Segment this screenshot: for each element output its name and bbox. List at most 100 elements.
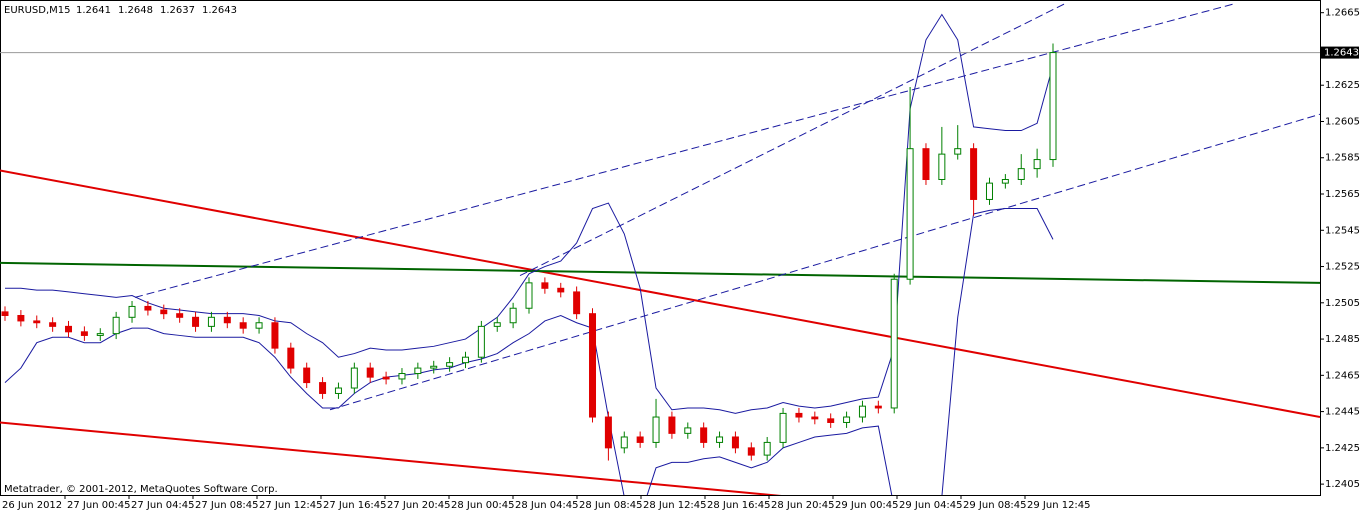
candle-body	[938, 153, 946, 181]
candle-body	[1, 311, 9, 316]
candle-body	[112, 316, 120, 335]
x-tick-label: 26 Jun 2012	[2, 500, 62, 511]
x-tick-label: 29 Jun 08:45	[963, 500, 1027, 511]
x-tick-label: 29 Jun 04:45	[899, 500, 963, 511]
quote-value: 1.2648	[118, 5, 153, 16]
candle-body	[763, 441, 771, 456]
candle-body	[557, 287, 565, 293]
x-tick-label: 27 Jun 16:45	[323, 500, 387, 511]
x-tick-label: 28 Jun 04:45	[515, 500, 579, 511]
quote-value: 1.2637	[160, 5, 195, 16]
candle-body	[17, 314, 25, 322]
candle-body	[144, 305, 152, 311]
candle-body	[192, 316, 200, 327]
candle-body	[954, 148, 962, 155]
chart-title: EURUSD,M15	[4, 5, 70, 16]
candle-body	[858, 405, 866, 418]
candle-body	[176, 313, 184, 318]
price-tag-label: 1.2643	[1324, 48, 1359, 59]
candle-body	[604, 416, 612, 449]
candle-body	[271, 322, 279, 349]
y-tick-label: 1.2485	[1325, 334, 1360, 345]
x-tick-label: 27 Jun 04:45	[131, 500, 195, 511]
x-tick-label: 28 Jun 20:45	[771, 500, 835, 511]
candle-body	[541, 282, 549, 289]
x-tick-label: 29 Jun 12:45	[1027, 500, 1091, 511]
y-tick-label: 1.2565	[1325, 189, 1360, 200]
y-tick-label: 1.2605	[1325, 116, 1360, 127]
candle-body	[96, 333, 104, 336]
candle-body	[668, 416, 676, 434]
candle-body	[239, 322, 247, 329]
candle-body	[287, 347, 295, 369]
candle-body	[620, 436, 628, 449]
candle-body	[1033, 159, 1041, 170]
candle-body	[731, 436, 739, 449]
x-tick-label: 27 Jun 20:45	[387, 500, 451, 511]
trend-line	[0, 261, 1320, 284]
y-tick-label: 1.2405	[1325, 479, 1360, 490]
candle-body	[446, 362, 454, 367]
x-tick-label: 29 Jun 00:45	[835, 500, 899, 511]
price-tag	[1321, 46, 1359, 59]
y-tick-label: 1.2665	[1325, 8, 1360, 19]
candle-body	[366, 367, 374, 378]
candle-body	[700, 427, 708, 443]
candle-body	[461, 356, 469, 364]
candle-body	[716, 436, 724, 443]
candle-body	[160, 309, 168, 315]
candle-body	[985, 182, 993, 200]
x-tick-label: 28 Jun 16:45	[707, 500, 771, 511]
candle-body	[1017, 168, 1025, 181]
y-tick-label: 1.2445	[1325, 407, 1360, 418]
x-tick-label: 28 Jun 00:45	[451, 500, 515, 511]
candle-body	[811, 416, 819, 420]
candle-body	[33, 320, 41, 324]
candle-body	[223, 316, 231, 324]
candle-body	[334, 387, 342, 394]
candle-body	[477, 325, 485, 358]
y-tick-label: 1.2465	[1325, 370, 1360, 381]
candle-body	[430, 365, 438, 369]
candle-body	[636, 436, 644, 443]
candle-body	[414, 367, 422, 375]
candle-body	[874, 405, 882, 409]
candle-body	[525, 282, 533, 309]
candle-body	[652, 416, 660, 443]
trend-line	[329, 113, 1320, 411]
candle-body	[906, 148, 914, 280]
candle-body	[970, 148, 978, 200]
y-tick-label: 1.2425	[1325, 443, 1360, 454]
quote-value: 1.2643	[202, 5, 237, 16]
plot-frame	[0, 0, 1321, 496]
quote-value: 1.2641	[76, 5, 111, 16]
x-tick-label: 28 Jun 12:45	[643, 500, 707, 511]
candle-body	[255, 322, 263, 329]
candle-body	[827, 418, 835, 423]
candle-body	[319, 382, 327, 394]
candle-body	[398, 373, 406, 380]
candle-body	[890, 278, 898, 409]
candle-body	[509, 307, 517, 324]
y-tick-label: 1.2585	[1325, 153, 1360, 164]
trend-line	[519, 3, 1066, 277]
candle-body	[49, 322, 57, 327]
x-tick-label: 27 Jun 00:45	[67, 500, 131, 511]
candle-body	[303, 367, 311, 384]
candle-body	[843, 416, 851, 423]
y-tick-label: 1.2545	[1325, 225, 1360, 236]
candle-body	[80, 331, 88, 336]
candle-body	[922, 148, 930, 181]
candle-body	[1001, 179, 1009, 184]
candle-body	[207, 316, 215, 327]
y-tick-label: 1.2525	[1325, 262, 1360, 273]
trend-line	[0, 421, 782, 495]
candle-body	[795, 412, 803, 418]
candle-body	[493, 322, 501, 327]
candle-body	[747, 447, 755, 456]
candle-body	[779, 412, 787, 443]
x-tick-label: 28 Jun 08:45	[579, 500, 643, 511]
candle-body	[128, 305, 136, 318]
